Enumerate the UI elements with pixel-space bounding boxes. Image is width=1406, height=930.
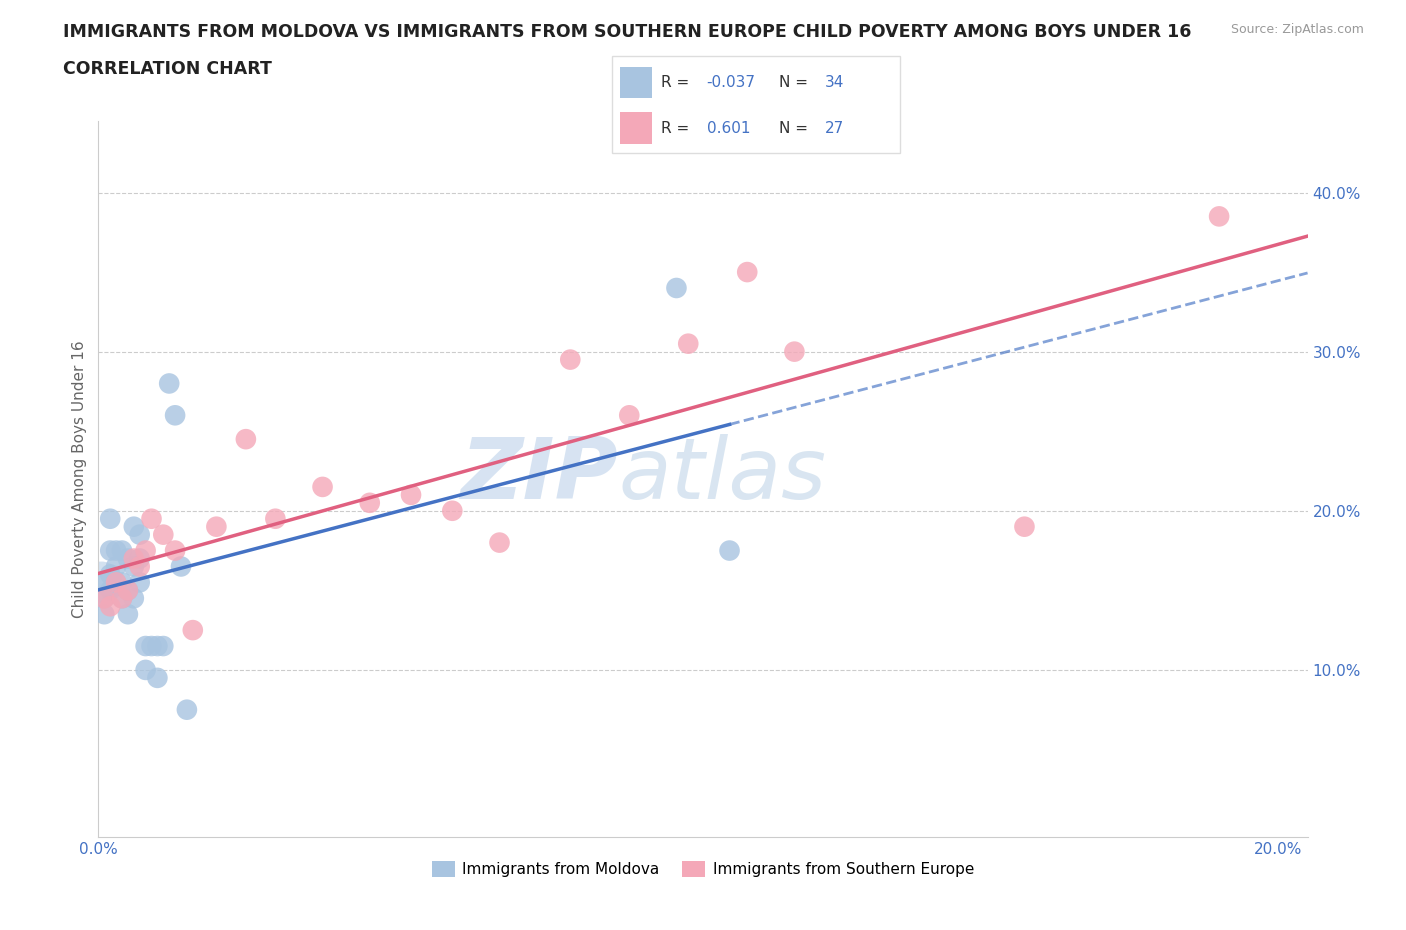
Point (165, 543, 187, 558)
Point (117, 551, 139, 566)
Point (122, 551, 145, 566)
FancyBboxPatch shape (620, 113, 652, 144)
Text: R =: R = (661, 74, 693, 89)
Point (146, 639, 169, 654)
Point (152, 639, 174, 654)
Point (105, 575, 128, 590)
Text: IMMIGRANTS FROM MOLDOVA VS IMMIGRANTS FROM SOUTHERN EUROPE CHILD POVERTY AMONG B: IMMIGRANTS FROM MOLDOVA VS IMMIGRANTS FR… (63, 23, 1192, 41)
Point (105, 575, 128, 590)
Point (128, 575, 150, 590)
Point (122, 559, 145, 574)
Text: 34: 34 (825, 74, 844, 89)
Point (176, 702, 198, 717)
Point (1014, 519, 1036, 534)
Point (117, 583, 139, 598)
Point (1208, 209, 1230, 224)
Point (399, 487, 422, 502)
Point (205, 519, 228, 534)
Point (311, 480, 333, 495)
Point (665, 281, 688, 296)
Point (93, 591, 115, 605)
Point (93, 591, 115, 605)
Point (735, 265, 758, 280)
Point (141, 512, 163, 526)
Point (441, 503, 464, 518)
Point (90, 575, 112, 590)
Point (488, 535, 510, 550)
Text: ZIP: ZIP (461, 434, 619, 517)
FancyBboxPatch shape (612, 56, 900, 153)
FancyBboxPatch shape (620, 67, 652, 98)
Point (783, 344, 806, 359)
Point (135, 639, 157, 654)
Point (718, 543, 741, 558)
Point (165, 408, 187, 423)
Point (93, 606, 115, 621)
Point (678, 337, 700, 352)
Point (157, 376, 180, 391)
Text: R =: R = (661, 121, 693, 136)
Point (135, 662, 157, 677)
Text: -0.037: -0.037 (707, 74, 756, 89)
Text: CORRELATION CHART: CORRELATION CHART (63, 60, 273, 78)
Point (146, 671, 169, 685)
Point (264, 512, 287, 526)
Point (117, 606, 139, 621)
Text: 0.601: 0.601 (707, 121, 751, 136)
Point (111, 591, 134, 605)
Point (122, 519, 145, 534)
Point (181, 623, 204, 638)
Point (98, 543, 121, 558)
Point (111, 591, 134, 605)
Point (122, 591, 145, 605)
Point (98, 599, 121, 614)
Point (98, 567, 121, 582)
Point (128, 551, 150, 566)
Point (170, 559, 193, 574)
Point (128, 559, 150, 574)
Text: 27: 27 (825, 121, 844, 136)
Point (235, 432, 257, 446)
Point (117, 583, 139, 598)
Point (141, 639, 163, 654)
Point (98, 512, 121, 526)
Text: N =: N = (779, 121, 813, 136)
Point (359, 496, 381, 511)
Point (93, 575, 115, 590)
Point (98, 583, 121, 598)
Point (560, 352, 582, 367)
Point (619, 408, 641, 423)
Y-axis label: Child Poverty Among Boys Under 16: Child Poverty Among Boys Under 16 (72, 340, 87, 618)
Point (105, 559, 128, 574)
Text: atlas: atlas (619, 434, 827, 517)
Point (105, 543, 128, 558)
Point (128, 527, 150, 542)
Point (111, 575, 134, 590)
Point (135, 543, 157, 558)
Point (111, 543, 134, 558)
Text: N =: N = (779, 74, 813, 89)
Point (152, 527, 174, 542)
Legend: Immigrants from Moldova, Immigrants from Southern Europe: Immigrants from Moldova, Immigrants from… (426, 855, 980, 884)
Text: Source: ZipAtlas.com: Source: ZipAtlas.com (1230, 23, 1364, 36)
